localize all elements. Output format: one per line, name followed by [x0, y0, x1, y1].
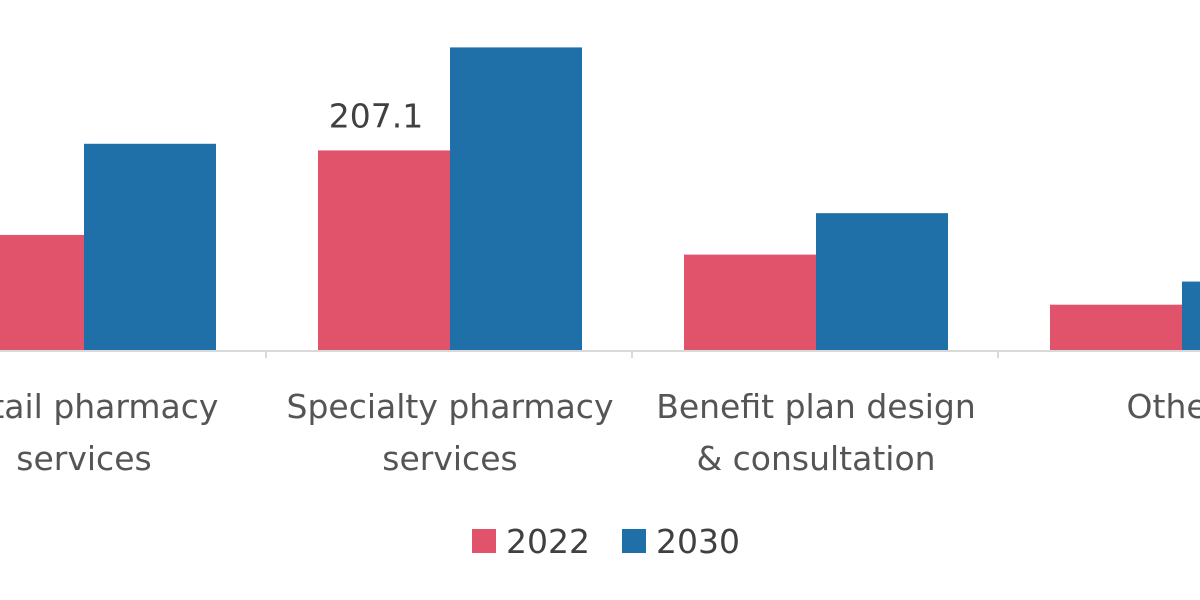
legend-label-2022: 2022 — [506, 522, 590, 561]
bar-benefit-plan-design-2030 — [816, 213, 948, 350]
bar-specialty-pharmacy-2022 — [318, 150, 450, 350]
category-label-retail-pharmacy-line1: Retail pharmacy — [0, 387, 218, 426]
legend-swatch-2022 — [472, 529, 496, 553]
category-label-others-line1: Others — [1127, 387, 1200, 426]
legend: 2022 2030 — [472, 522, 740, 561]
category-label-retail-pharmacy-line2: services — [16, 439, 151, 478]
bars-group — [0, 47, 1200, 350]
category-labels: Retail pharmacy services Specialty pharmac… — [0, 387, 1200, 478]
bar-others-2030 — [1182, 281, 1200, 350]
data-label-specialty-pharmacy-2022: 207.1 — [329, 96, 423, 135]
category-label-benefit-plan-design-line1: Benefit plan design — [656, 387, 976, 426]
bar-specialty-pharmacy-2030 — [450, 47, 582, 350]
bar-retail-pharmacy-2030 — [84, 143, 216, 350]
x-axis-ticks — [265, 351, 999, 358]
category-label-specialty-pharmacy-line2: services — [382, 439, 517, 478]
bar-others-2022 — [1050, 304, 1182, 350]
legend-label-2030: 2030 — [656, 522, 740, 561]
category-label-benefit-plan-design-line2: & consultation — [696, 439, 935, 478]
bar-retail-pharmacy-2022 — [0, 234, 84, 350]
legend-swatch-2030 — [622, 529, 646, 553]
data-labels: 207.1 — [329, 96, 423, 135]
bar-benefit-plan-design-2022 — [684, 254, 816, 350]
category-label-specialty-pharmacy-line1: Specialty pharmacy — [287, 387, 614, 426]
